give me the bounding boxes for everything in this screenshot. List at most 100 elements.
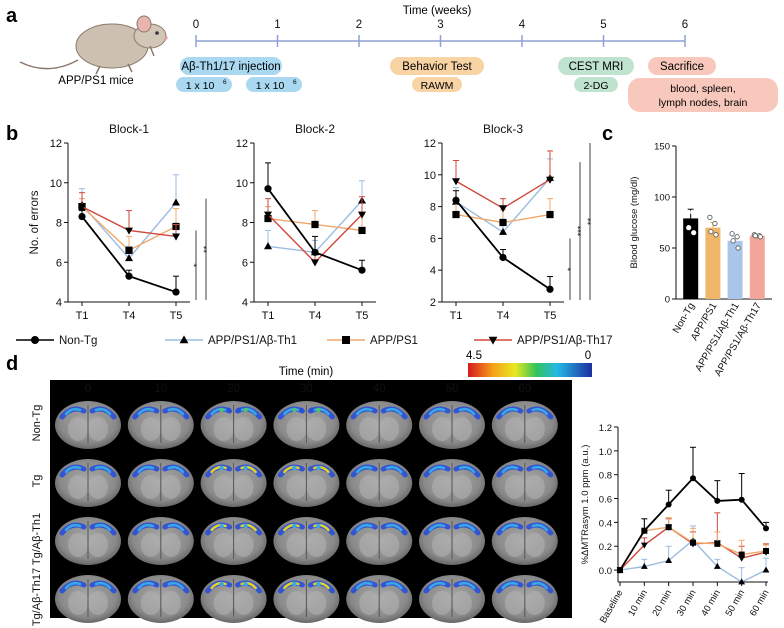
sacrifice-bubble (648, 57, 716, 75)
panel-label-b: b (6, 123, 18, 145)
cest-signal (501, 581, 519, 590)
brain-hemisphere (286, 591, 307, 615)
cest-signal (167, 581, 185, 590)
mri-row-label: Tg (31, 475, 43, 488)
cest-signal (94, 523, 112, 532)
data-point (665, 501, 672, 508)
cest-signal (355, 407, 373, 416)
cest-signal (167, 465, 185, 474)
brain-hemisphere (160, 475, 181, 499)
data-point (78, 212, 86, 221)
data-point (714, 497, 721, 504)
data-point (763, 525, 769, 532)
brain-hemisphere (233, 417, 254, 441)
dose-2-exp: 6 (293, 79, 297, 86)
x-tick-label: T1 (450, 310, 463, 322)
dose-1-exp: 6 (223, 79, 227, 86)
y-tick-label: 8 (242, 218, 248, 230)
sacrifice-label: Sacrifice (660, 61, 704, 73)
data-point (738, 496, 745, 503)
significance-label: * (566, 267, 576, 271)
mri-row-label: Tg/Aβ-Th1 (31, 513, 43, 565)
brain-slice (346, 517, 413, 565)
data-dot (686, 225, 692, 231)
y-axis-label: No. of errors (29, 190, 41, 254)
series-non-tg (78, 210, 180, 296)
data-dot (690, 209, 696, 215)
brain-slice (491, 517, 558, 565)
brain-hemisphere (524, 533, 545, 557)
series-app-ps1-a-th17 (452, 150, 554, 213)
brain-slice (55, 401, 121, 449)
data-point (640, 562, 648, 569)
legend: Non-Tg APP/PS1/Aβ-Th1 APP/PS1 APP/PS1/Aβ-Th… (16, 335, 612, 347)
x-tick-label: Baseline (598, 588, 626, 625)
data-point (640, 542, 648, 549)
series-app-ps1-a-th17 (264, 196, 366, 267)
brain-slice (55, 575, 121, 623)
data-dot (729, 231, 735, 237)
brain-slice (127, 517, 194, 565)
brain-hemisphere (524, 591, 545, 615)
brain-hemisphere (68, 475, 88, 499)
data-point (499, 218, 507, 227)
cest-hotspot (316, 407, 321, 413)
data-point (665, 524, 672, 531)
y-tick-label: 12 (236, 138, 248, 150)
timeline-week-label: 0 (193, 19, 199, 31)
chart-title: Block-3 (483, 122, 523, 136)
brain-hemisphere (213, 591, 234, 615)
mri-row-label: Tg/Aβ-Th17 (31, 568, 43, 626)
cest-hotspot (219, 523, 224, 529)
brain-slice (346, 459, 413, 507)
brain-hemisphere (306, 591, 327, 615)
data-point (311, 248, 319, 256)
brain-slice (273, 459, 340, 507)
cest-signal (64, 407, 82, 416)
brain-hemisphere (379, 417, 400, 441)
y-tick-label: 150 (654, 142, 670, 153)
data-point (690, 475, 696, 482)
brain-slice (419, 575, 485, 623)
data-point (546, 176, 554, 184)
timeline-week-label: 1 (274, 19, 280, 31)
cest-hotspot (243, 407, 248, 413)
x-tick-label: 40 min (699, 588, 723, 618)
cest-signal (385, 465, 403, 474)
brain-hemisphere (160, 591, 181, 615)
brain-hemisphere (432, 533, 452, 557)
two-dg-label: 2-DG (583, 80, 608, 92)
cest-hotspot (292, 523, 297, 529)
brain-slice (491, 575, 558, 623)
cest-signal (283, 465, 300, 474)
legend-item: APP/PS1/Aβ-Th17 (474, 335, 612, 347)
brain-hemisphere (359, 591, 380, 615)
cest-hotspot (316, 465, 321, 471)
cest-signal (283, 581, 300, 590)
brain-hemisphere (213, 533, 234, 557)
data-point (452, 210, 460, 219)
data-point (714, 540, 721, 547)
data-dot (757, 234, 763, 240)
brain-slice (273, 401, 340, 449)
brain-hemisphere (379, 475, 400, 499)
brain-slice (346, 575, 413, 623)
data-point (358, 211, 366, 219)
significance-label: ** (586, 218, 596, 226)
x-tick-label: 60 min (748, 588, 772, 618)
data-dot (713, 232, 719, 238)
cest-signal (313, 407, 330, 416)
cest-signal (501, 465, 519, 474)
brain-hemisphere (359, 475, 380, 499)
x-tick-label: T4 (123, 310, 136, 322)
y-tick-label: 10 (424, 170, 436, 182)
cest-signal (210, 523, 227, 532)
mouse-label: APP/PS1 mice (58, 75, 133, 87)
cest-hotspot (236, 407, 242, 413)
cest-signal (240, 407, 257, 416)
cest-hotspot (316, 523, 321, 529)
brain-hemisphere (233, 533, 254, 557)
significance-label: *** (576, 225, 586, 236)
data-point (172, 288, 180, 296)
